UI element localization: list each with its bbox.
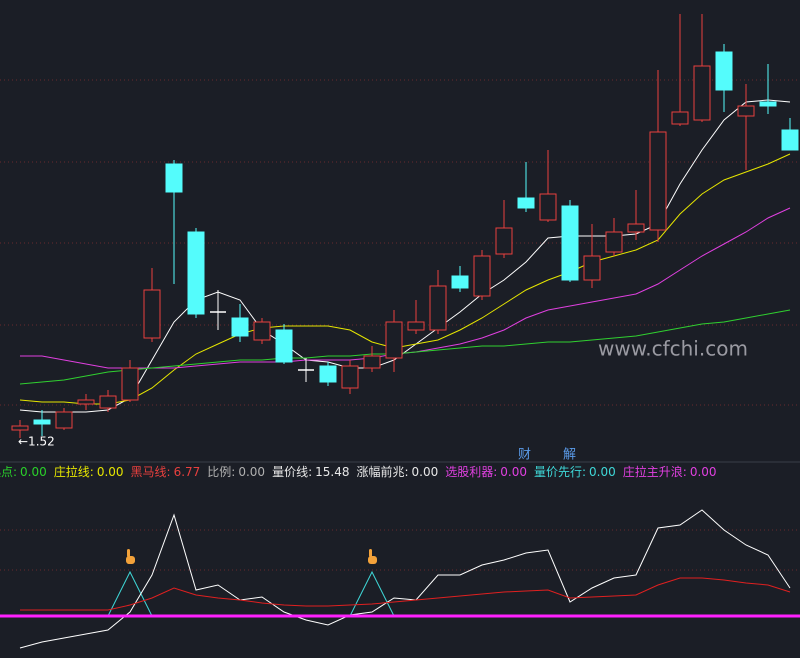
candle-body <box>539 193 557 221</box>
legend-item: 量价线: 15.48 <box>272 463 349 480</box>
hand-icon-part <box>126 556 135 564</box>
candle-body <box>649 131 667 231</box>
hand-icon-part <box>368 556 377 564</box>
legend-label: 选股利器: <box>445 465 498 479</box>
candle-body <box>143 289 161 339</box>
candle-body <box>99 395 117 409</box>
candle-body <box>11 425 29 431</box>
candle-body <box>451 275 469 289</box>
legend-item: 涨幅前兆: 0.00 <box>356 463 438 480</box>
legend-value: 6.77 <box>173 465 201 479</box>
legend-item: 选股利器: 0.00 <box>445 463 527 480</box>
candle-body <box>121 367 139 401</box>
candle-body <box>715 51 733 91</box>
legend-value: 0.00 <box>589 465 616 479</box>
candle-body <box>253 321 271 341</box>
candle-body <box>605 231 623 253</box>
candle-body <box>319 365 337 383</box>
candle-body <box>627 223 645 233</box>
candle-body <box>55 411 73 429</box>
candle-body <box>77 399 95 405</box>
indicator-line <box>20 577 791 611</box>
legend-item: 庄拉线: 0.00 <box>54 463 124 480</box>
hand-icon-part <box>369 549 372 557</box>
candle-body <box>781 129 799 151</box>
legend-item: 庄拉主升浪: 0.00 <box>623 463 717 480</box>
legend-value: 0.00 <box>238 465 266 479</box>
candle-body <box>671 111 689 125</box>
candle-body <box>231 317 249 337</box>
indicator-line <box>19 99 791 413</box>
candle-body <box>187 231 205 315</box>
legend-label: 比例: <box>207 465 236 479</box>
legend-label: 黑马线: <box>130 465 171 479</box>
candle-body <box>583 255 601 281</box>
legend-label: 庄拉线: <box>53 465 94 479</box>
candle-body <box>495 227 513 255</box>
legend-value: 15.48 <box>315 465 350 479</box>
legend-label: 起点: <box>0 465 18 479</box>
legend-value: 0.00 <box>96 465 124 479</box>
legend-label: 涨幅前兆: <box>356 465 409 479</box>
legend-item: 量价先行: 0.00 <box>534 463 616 480</box>
hand-icon-part <box>127 549 130 557</box>
candle-body <box>517 197 535 209</box>
signal-spike <box>349 570 395 617</box>
candle-body <box>33 419 51 425</box>
watermark: www.cfchi.com <box>598 337 748 361</box>
candle-body <box>473 255 491 297</box>
legend-value: 0.00 <box>689 465 717 479</box>
legend-value: 0.00 <box>20 465 47 479</box>
marker: 财 <box>518 448 531 463</box>
indicator-line <box>19 309 791 385</box>
legend-label: 庄拉主升浪: <box>622 465 687 479</box>
candle-body <box>363 355 381 369</box>
indicator-legend: 起点:0.00庄拉线:0.00黑马线:6.77比例:0.00量价线:15.48涨… <box>0 463 717 480</box>
candle-body <box>561 205 579 281</box>
candle-body <box>165 163 183 193</box>
candle-body <box>341 365 359 389</box>
indicator-line <box>19 153 791 405</box>
legend-item: 起点:0.00 <box>0 463 47 480</box>
candle-body <box>407 321 425 331</box>
candle-body <box>737 105 755 117</box>
candle-body <box>759 101 777 107</box>
candle-body <box>429 285 447 331</box>
legend-label: 量价线: <box>272 465 313 479</box>
candle-body <box>385 321 403 359</box>
candle-body <box>693 65 711 121</box>
legend-item: 黑马线: 6.77 <box>131 463 201 480</box>
hand-icon <box>126 549 135 564</box>
candle-body <box>275 329 293 363</box>
legend-item: 比例: 0.00 <box>207 463 265 480</box>
indicator-line <box>19 509 791 649</box>
hand-icon <box>368 549 377 564</box>
legend-value: 0.00 <box>500 465 527 479</box>
legend-value: 0.00 <box>411 465 439 479</box>
legend-label: 量价先行: <box>534 465 587 479</box>
signal-spike <box>107 570 153 617</box>
marker: 解 <box>563 448 576 463</box>
low-label: ←1.52 <box>18 435 55 449</box>
